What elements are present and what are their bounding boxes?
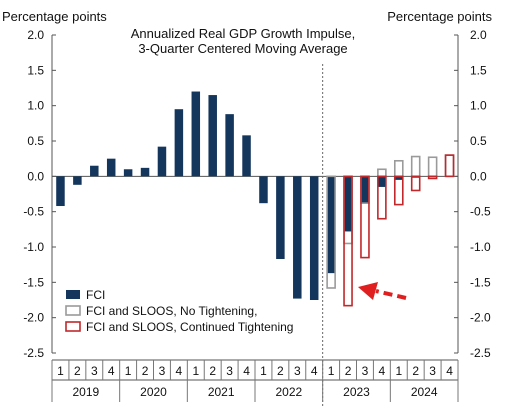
bar-fci-20 <box>377 176 387 187</box>
legend-swatch <box>65 321 81 332</box>
y-tick-label-right: 2.0 <box>470 28 487 42</box>
right-axis-label: Percentage points <box>387 9 492 24</box>
y-tick-label-right: 1.5 <box>470 63 487 77</box>
year-label: 2021 <box>208 385 235 399</box>
y-tick-label-left: 2.0 <box>27 28 44 42</box>
quarter-label: 1 <box>57 364 64 378</box>
year-label: 2023 <box>343 385 370 399</box>
y-tick-label-right: -0.5 <box>470 205 491 219</box>
quarter-label: 1 <box>192 364 199 378</box>
quarter-label: 3 <box>159 364 166 378</box>
bar-fci-and-sloos-continued-tightening-20 <box>377 175 387 220</box>
bar-fci-and-sloos-no-tightening-24 <box>444 154 455 178</box>
bar-fci-and-sloos-continued-tightening-18 <box>343 175 353 307</box>
quarter-label: 1 <box>328 364 335 378</box>
year-label: 2024 <box>411 385 438 399</box>
legend-label: FCI <box>86 288 105 302</box>
chart-subtitle: 3-Quarter Centered Moving Average <box>138 41 347 56</box>
bar-fci-and-sloos-no-tightening-17 <box>326 175 336 289</box>
quarter-label: 2 <box>412 364 419 378</box>
y-tick-label-left: 0.0 <box>27 169 44 183</box>
bar-fci-and-sloos-continued-tightening-23 <box>427 175 438 180</box>
quarter-label: 2 <box>74 364 81 378</box>
quarter-label: 2 <box>209 364 216 378</box>
bar-fci-18 <box>343 176 353 232</box>
left-axis-label: Percentage points <box>2 9 107 24</box>
bar-fci-17 <box>326 176 336 274</box>
bar-fci-8 <box>174 109 184 177</box>
bar-fci-and-sloos-no-tightening-22 <box>410 155 421 178</box>
bar-fci-2 <box>73 176 82 185</box>
y-tick-label-right: -2.5 <box>470 346 491 360</box>
annotation-arrow-head <box>358 282 378 300</box>
y-tick-label-right: 0.5 <box>470 134 487 148</box>
bar-fci-1 <box>56 176 65 207</box>
quarter-label: 4 <box>311 364 318 378</box>
bar-fci-and-sloos-no-tightening-23 <box>427 156 438 178</box>
chart-title: Annualized Real GDP Growth Impulse, <box>131 26 355 41</box>
annotation-arrow-shaft <box>375 289 407 300</box>
y-tick-label-left: 1.5 <box>27 63 44 77</box>
quarter-label: 3 <box>429 364 436 378</box>
y-tick-label-left: -2.5 <box>23 346 44 360</box>
bar-fci-9 <box>191 91 201 177</box>
y-tick-label-left: -1.5 <box>23 275 44 289</box>
quarter-label: 3 <box>362 364 369 378</box>
quarter-label: 2 <box>142 364 149 378</box>
bar-fci-15 <box>293 176 302 299</box>
quarter-label: 4 <box>379 364 386 378</box>
bar-fci-21 <box>394 176 404 180</box>
quarter-label: 3 <box>226 364 233 378</box>
quarter-label: 4 <box>446 364 453 378</box>
bar-fci-14 <box>276 176 285 260</box>
bar-fci-11 <box>225 114 234 177</box>
y-tick-label-right: 1.0 <box>470 99 487 113</box>
legend-label: FCI and SLOOS, No Tightening, <box>86 304 257 318</box>
bar-fci-5 <box>123 169 133 177</box>
bar-fci-19 <box>360 176 370 204</box>
y-tick-label-left: 0.5 <box>27 134 44 148</box>
year-label: 2019 <box>72 385 99 399</box>
y-tick-label-right: -2.0 <box>470 311 491 325</box>
year-label: 2022 <box>275 385 302 399</box>
y-tick-label-left: -1.0 <box>23 240 44 254</box>
bar-fci-and-sloos-continued-tightening-21 <box>393 175 404 206</box>
bar-fci-6 <box>140 167 150 177</box>
y-tick-label-left: -2.0 <box>23 311 44 325</box>
bar-fci-7 <box>157 146 167 177</box>
year-label: 2020 <box>140 385 167 399</box>
bar-fci-4 <box>106 158 116 177</box>
quarter-label: 4 <box>176 364 183 378</box>
quarter-label: 4 <box>243 364 250 378</box>
bar-fci-10 <box>208 95 217 177</box>
bar-fci-16 <box>309 176 319 300</box>
legend-swatch <box>66 290 80 299</box>
bar-fci-3 <box>90 165 99 177</box>
quarter-label: 4 <box>108 364 115 378</box>
quarter-label: 2 <box>277 364 284 378</box>
bar-fci-13 <box>259 176 268 204</box>
bar-fci-and-sloos-continued-tightening-19 <box>360 175 370 259</box>
quarter-label: 3 <box>91 364 98 378</box>
legend-swatch <box>65 305 81 316</box>
y-tick-label-right: 0.0 <box>470 169 487 183</box>
y-tick-label-right: -1.0 <box>470 240 491 254</box>
quarter-label: 1 <box>260 364 267 378</box>
quarter-label: 3 <box>294 364 301 378</box>
quarter-label: 1 <box>125 364 132 378</box>
y-tick-label-left: 1.0 <box>27 99 44 113</box>
plot-area: 2.0 2.0 1.5 1.5 1.0 1.0 0.5 0.5 0.0 0.0 -0.5 -0.5 -1… <box>23 28 491 406</box>
bar-fci-and-sloos-no-tightening-21 <box>393 159 404 178</box>
y-tick-label-left: -0.5 <box>23 205 44 219</box>
legend-label: FCI and SLOOS, Continued Tightening <box>86 320 293 334</box>
quarter-label: 1 <box>395 364 402 378</box>
bar-fci-12 <box>242 135 251 177</box>
bar-fci-and-sloos-no-tightening-20 <box>377 168 387 178</box>
bar-fci-and-sloos-continued-tightening-24 <box>444 154 455 178</box>
y-tick-label-right: -1.5 <box>470 275 491 289</box>
bar-fci-and-sloos-continued-tightening-22 <box>410 175 421 192</box>
quarter-label: 2 <box>345 364 352 378</box>
